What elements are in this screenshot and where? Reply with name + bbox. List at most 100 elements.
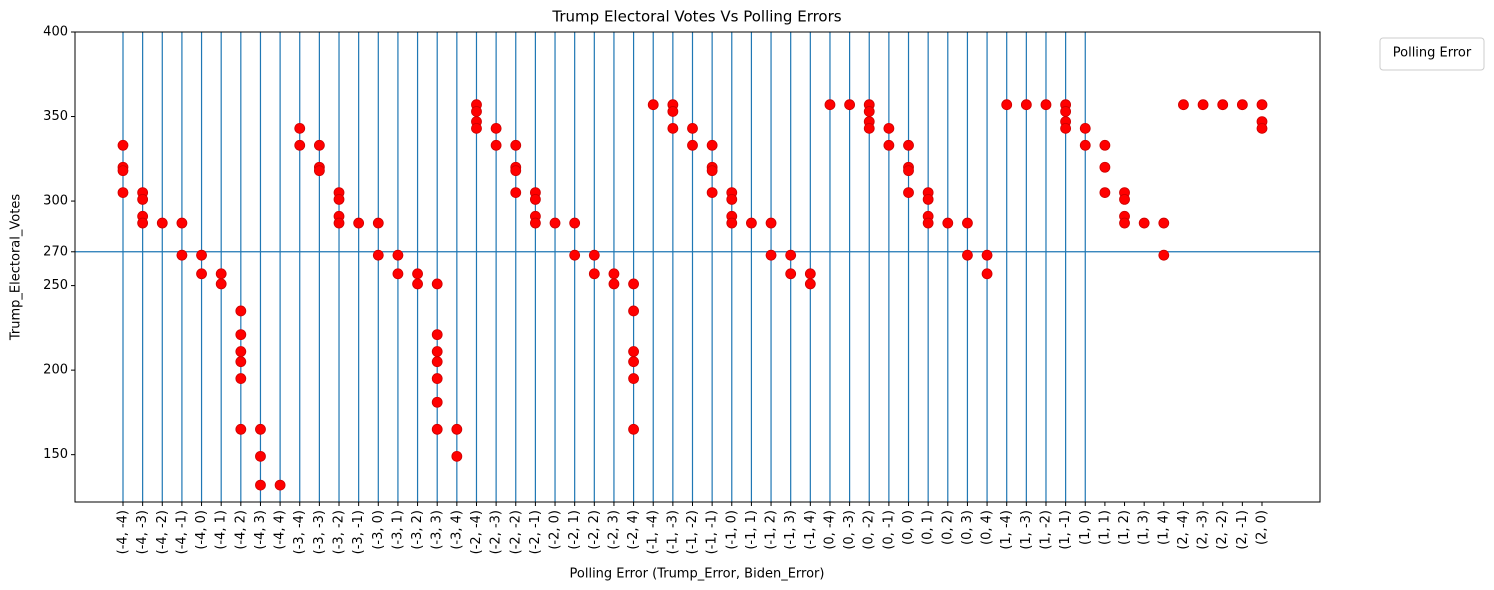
point [510, 139, 522, 151]
x-tick-label: (-2, 4) [626, 510, 641, 550]
point [903, 187, 914, 199]
point [313, 165, 325, 177]
point [412, 268, 423, 280]
point [392, 249, 404, 261]
x-tick-label: (-4, 1) [214, 510, 229, 550]
x-tick-label: (0, -3) [842, 510, 857, 550]
point [1138, 217, 1150, 229]
point [981, 268, 993, 280]
x-tick-label: (1, -4) [999, 510, 1014, 550]
point [431, 329, 443, 341]
point [431, 373, 443, 384]
point [1256, 122, 1268, 134]
point [176, 217, 188, 229]
point [255, 450, 266, 462]
x-tick-label: (1, 2) [1117, 510, 1132, 545]
point [313, 139, 325, 151]
point [196, 249, 207, 261]
point [628, 373, 639, 384]
point [431, 396, 443, 408]
point [962, 217, 973, 229]
point [824, 99, 836, 111]
x-tick-label: (-2, -1) [528, 510, 543, 554]
point [1099, 139, 1111, 151]
point [1060, 122, 1072, 134]
point [451, 423, 463, 435]
point [804, 278, 816, 290]
point [981, 249, 993, 261]
y-tick-label: 300 [43, 194, 68, 209]
point [1197, 99, 1209, 111]
point [235, 305, 247, 317]
x-tick-label: (-2, 3) [606, 510, 621, 550]
x-tick-label: (2, -2) [1215, 510, 1230, 550]
point [903, 165, 914, 177]
x-tick-label: (0, -2) [862, 510, 877, 550]
point [117, 165, 129, 177]
point [431, 356, 443, 368]
point [942, 217, 954, 229]
point [392, 268, 404, 280]
point [628, 346, 639, 357]
point [235, 346, 247, 357]
x-tick-label: (1, -2) [1038, 510, 1053, 550]
y-axis-label: Trump_Electoral_Votes [9, 194, 24, 341]
point [137, 217, 149, 229]
x-tick-label: (-4, 4) [273, 510, 288, 550]
point [804, 268, 816, 280]
x-tick-label: (-4, 2) [233, 510, 248, 550]
point [412, 278, 423, 290]
point [196, 268, 207, 280]
point [431, 278, 443, 290]
point [726, 193, 738, 205]
point [1099, 161, 1111, 173]
point [255, 423, 266, 435]
x-tick-label: (-1, 1) [744, 510, 759, 550]
x-tick-label: (-2, 1) [567, 510, 582, 550]
x-tick-label: (-3, 3) [430, 510, 445, 550]
point [215, 278, 227, 290]
point [1119, 193, 1130, 205]
x-tick-label: (-1, -4) [646, 510, 661, 554]
x-tick-label: (1, 3) [1137, 510, 1152, 545]
x-tick-label: (-1, 0) [724, 510, 739, 550]
point [490, 122, 502, 134]
point [431, 346, 443, 357]
x-tick-label: (2, -4) [1176, 510, 1191, 550]
point [1158, 249, 1170, 261]
x-tick-label: (0, 1) [921, 510, 936, 545]
point [1079, 122, 1091, 134]
x-tick-label: (-1, 2) [764, 510, 779, 550]
point [883, 122, 895, 134]
x-tick-label: (-1, 4) [803, 510, 818, 550]
point [137, 193, 149, 205]
point [628, 305, 639, 317]
x-tick-label: (-2, 0) [548, 510, 563, 550]
x-tick-label: (-4, -2) [155, 510, 170, 554]
point [451, 450, 463, 462]
point [1217, 99, 1229, 111]
point [922, 193, 934, 205]
point [510, 187, 522, 199]
x-tick-label: (1, -1) [1058, 510, 1073, 550]
legend-box [1379, 37, 1485, 71]
y-tick-label: 250 [43, 278, 68, 293]
x-tick-label: (-1, -2) [685, 510, 700, 554]
x-tick-label: (-2, -2) [508, 510, 523, 554]
legend-title: Polling Error [1393, 46, 1472, 61]
point [1079, 139, 1091, 151]
point [372, 217, 384, 229]
point [471, 122, 482, 134]
point [549, 217, 561, 229]
x-tick-label: (2, 0) [1255, 510, 1270, 545]
point [569, 249, 581, 261]
point [785, 268, 797, 280]
x-tick-label: (1, 1) [1097, 510, 1112, 545]
point [883, 139, 895, 151]
point [608, 268, 620, 280]
point [903, 139, 914, 151]
y-tick-label: 150 [43, 447, 68, 462]
point [333, 193, 345, 205]
point [706, 165, 718, 177]
x-tick-label: (1, -3) [1019, 510, 1034, 550]
